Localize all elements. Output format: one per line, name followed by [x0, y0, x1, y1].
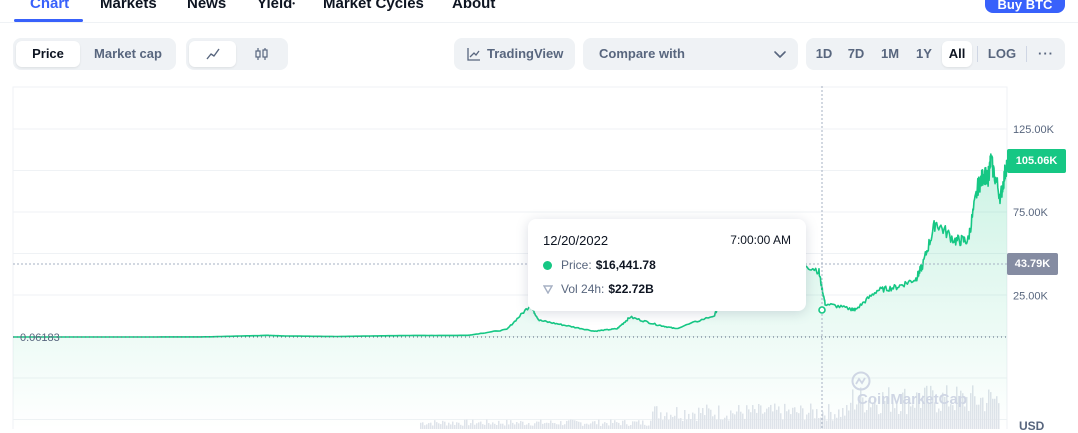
active-tab-indicator — [14, 19, 83, 22]
tooltip-price-label: Price: — [561, 258, 592, 272]
volume-icon — [543, 285, 553, 294]
log-scale-button[interactable]: LOG — [987, 46, 1017, 61]
tab-yield-label: Yield — [257, 0, 293, 12]
price-dot-icon — [543, 261, 552, 270]
view-toggle: Price Market cap — [13, 38, 176, 70]
candlestick-icon — [255, 48, 268, 60]
more-options-button[interactable]: ··· — [1038, 46, 1054, 61]
range-7d-button[interactable]: 7D — [847, 46, 865, 61]
chevron-down-icon — [774, 51, 786, 58]
y-tick-label: 125.00K — [1013, 124, 1055, 136]
y-axis-unit: USD — [1019, 419, 1045, 433]
tab-chart[interactable]: Chart — [30, 0, 70, 12]
current-price-tag: 105.06K — [1007, 149, 1066, 173]
y-tick-label: 75.00K — [1013, 207, 1049, 219]
price-area — [13, 154, 1007, 429]
divider — [977, 46, 978, 62]
tab-news[interactable]: News — [187, 0, 227, 12]
trend-line-icon — [467, 48, 480, 61]
line-chart-button[interactable] — [189, 41, 236, 67]
compare-label: Compare with — [599, 46, 685, 61]
first-price-label: 0.06183 — [20, 332, 60, 344]
tooltip-date: 12/20/2022 — [543, 233, 609, 248]
tooltip-volume-row: Vol 24h: $22.72B — [543, 282, 654, 296]
hover-price-tag: 43.79K — [1007, 253, 1058, 275]
new-dot: • — [292, 0, 296, 8]
tooltip-price-value: $16,441.78 — [595, 258, 656, 272]
range-selector: 1D 7D 1M 1Y All LOG ··· — [806, 38, 1065, 70]
tab-about[interactable]: About — [452, 0, 496, 12]
line-chart-icon — [206, 48, 220, 60]
hover-point — [818, 306, 826, 314]
candlestick-button[interactable] — [240, 41, 285, 67]
coinmarketcap-logo-icon — [851, 371, 871, 391]
chart-style-toggle — [186, 38, 288, 70]
chart-tooltip: 12/20/2022 7:00:00 AM Price: $16,441.78 V… — [528, 219, 806, 311]
buy-button[interactable]: Buy BTC — [985, 0, 1065, 13]
tooltip-price-row: Price: $16,441.78 — [543, 258, 656, 272]
view-price-button[interactable]: Price — [16, 41, 80, 67]
range-all-button[interactable]: All — [942, 41, 972, 67]
tradingview-button[interactable]: TradingView — [454, 38, 575, 70]
tooltip-volume-label: Vol 24h: — [561, 282, 605, 296]
watermark-text: CoinMarketCap — [857, 391, 968, 408]
divider — [1026, 46, 1027, 62]
range-1y-button[interactable]: 1Y — [916, 46, 932, 61]
tab-markets[interactable]: Markets — [100, 0, 157, 12]
tooltip-volume-value: $22.72B — [608, 282, 654, 296]
view-market-cap-button[interactable]: Market cap — [94, 46, 162, 61]
range-1m-button[interactable]: 1M — [880, 46, 900, 61]
tab-market-cycles[interactable]: Market Cycles — [323, 0, 424, 12]
compare-select[interactable]: Compare with — [583, 38, 798, 70]
range-1d-button[interactable]: 1D — [815, 46, 833, 61]
y-tick-label: 25.00K — [1013, 290, 1049, 302]
coinmarketcap-watermark: CoinMarketCap — [851, 371, 967, 410]
top-nav: Chart Markets News Yield• Market Cycles … — [0, 0, 1078, 23]
tradingview-label: TradingView — [487, 46, 564, 61]
tab-yield[interactable]: Yield• — [257, 0, 295, 13]
tooltip-time: 7:00:00 AM — [730, 233, 791, 247]
